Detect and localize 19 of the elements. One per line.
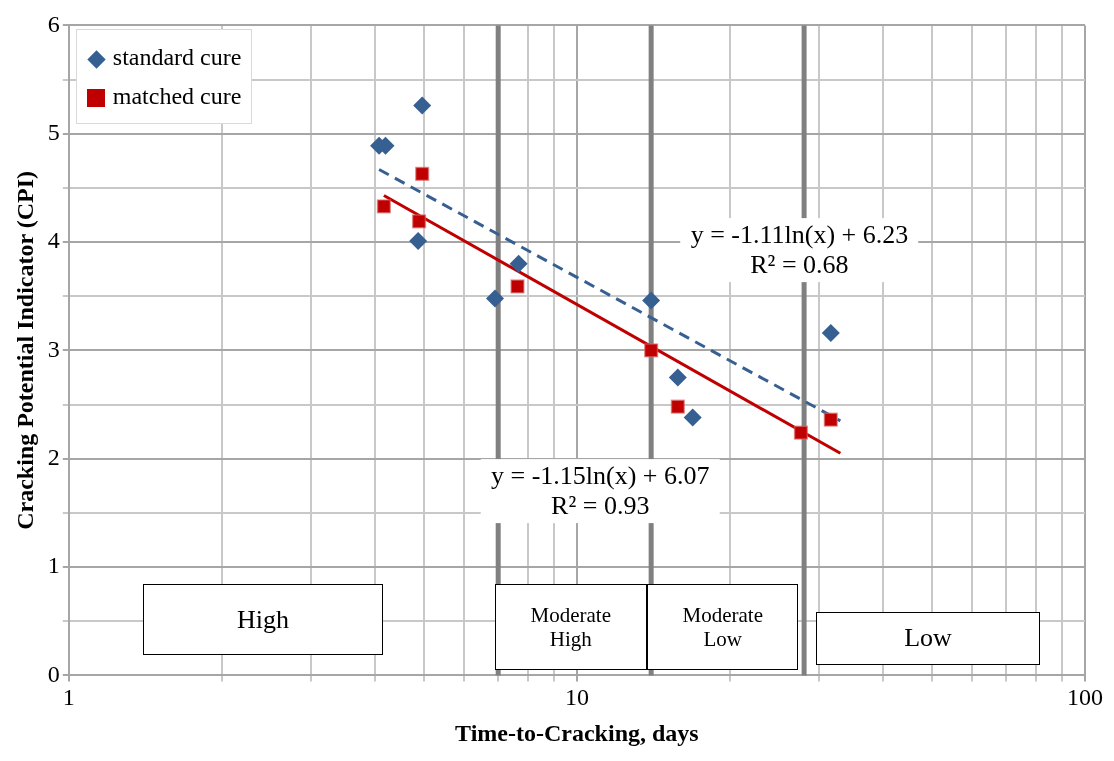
label-box: Moderate High — [494, 584, 647, 671]
y-tick-label: 5 — [47, 119, 60, 146]
annotation: y = -1.11ln(x) + 6.23 R² = 0.68 — [680, 218, 919, 283]
y-tick-label: 3 — [47, 335, 60, 362]
x-tick-label: 100 — [1067, 684, 1103, 711]
annotation: y = -1.15ln(x) + 6.07 R² = 0.93 — [481, 459, 720, 524]
y-tick-label: 6 — [47, 10, 60, 37]
y-tick-label: 2 — [47, 444, 60, 471]
y-axis-title: Cracking Potential Indicator (CPI) — [11, 170, 38, 530]
y-tick-label: 4 — [47, 227, 60, 254]
legend-label: standard cure — [112, 44, 242, 71]
x-tick-label: 10 — [564, 684, 589, 711]
label-box: Moderate Low — [647, 584, 799, 671]
legend-label: matched cure — [112, 82, 242, 109]
y-tick-label: 0 — [47, 660, 60, 687]
label-box: Low — [815, 611, 1041, 665]
y-tick-label: 1 — [47, 552, 60, 579]
x-axis-title: Time-to-Cracking, days — [455, 719, 699, 746]
label-box: High — [142, 584, 383, 656]
